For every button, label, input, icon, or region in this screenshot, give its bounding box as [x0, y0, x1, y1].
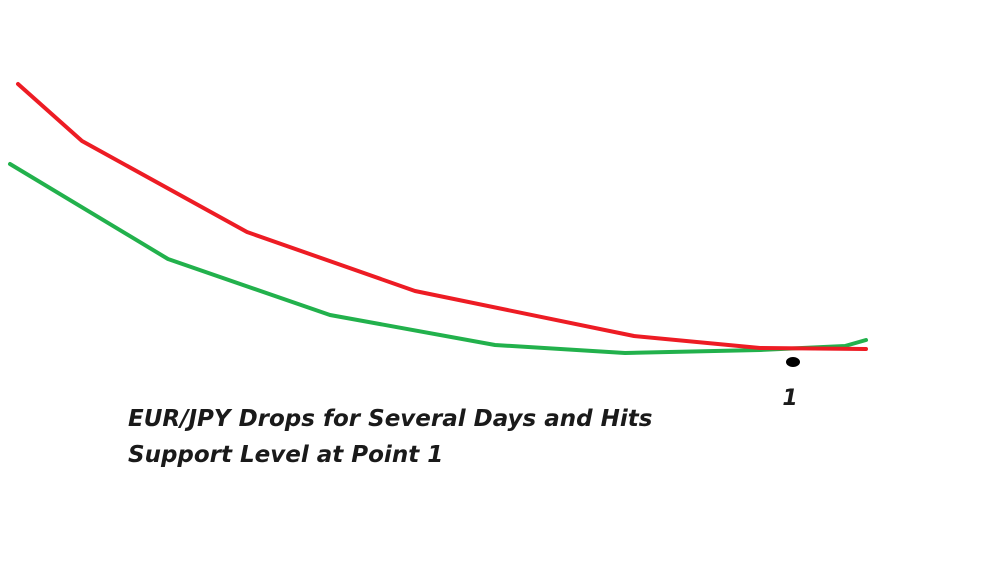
- green-line: [8, 162, 868, 355]
- caption-line: EUR/JPY Drops for Several Days and Hits: [128, 406, 652, 432]
- red-line: [16, 82, 868, 351]
- support-point: [786, 357, 800, 367]
- point-label: 1: [782, 386, 797, 411]
- caption-line: Support Level at Point 1: [128, 442, 443, 468]
